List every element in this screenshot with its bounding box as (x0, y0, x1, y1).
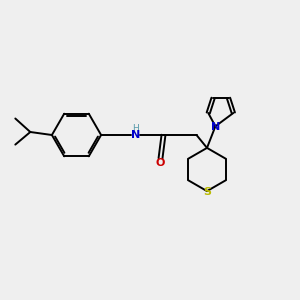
Text: N: N (211, 122, 220, 132)
Text: H: H (133, 124, 139, 133)
Text: S: S (203, 187, 211, 197)
Text: N: N (131, 130, 140, 140)
Text: O: O (156, 158, 165, 169)
